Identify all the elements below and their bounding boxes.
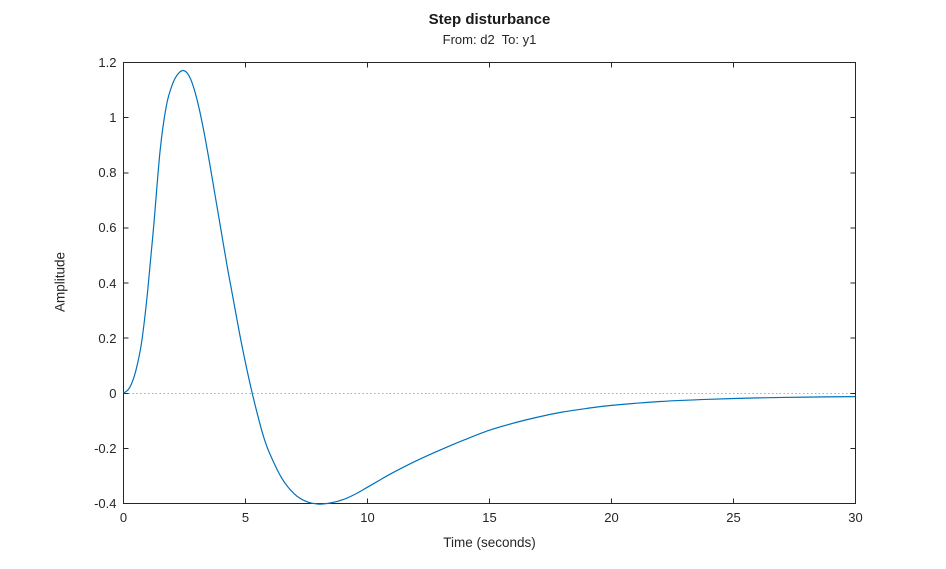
y-tick-label: 0.8 (98, 165, 117, 181)
axes-box (123, 62, 856, 504)
chart-title: Step disturbance (428, 11, 551, 28)
y-tick-label: 0.4 (98, 275, 117, 291)
x-tick-label: 0 (119, 509, 128, 525)
y-tick-label: 0 (109, 385, 117, 401)
chart-subtitle: From: d2 To: y1 (442, 32, 537, 47)
y-tick-label: 1.2 (98, 55, 117, 70)
x-tick-label: 10 (360, 509, 375, 525)
y-tick-label: 0.6 (98, 220, 117, 236)
x-tick-label: 15 (482, 509, 497, 525)
x-axis-label: Time (seconds) (443, 535, 536, 550)
response-curve (123, 69, 856, 505)
y-tick-label: 0.2 (98, 330, 117, 346)
y-tick-label: -0.4 (94, 496, 117, 511)
y-tick-label: -0.2 (94, 440, 117, 456)
x-tick-label: 25 (726, 509, 741, 525)
x-tick-label: 20 (604, 509, 619, 525)
x-tick-label: 30 (848, 509, 863, 525)
x-tick-label: 5 (241, 509, 250, 525)
y-tick-label: 1 (109, 110, 117, 126)
